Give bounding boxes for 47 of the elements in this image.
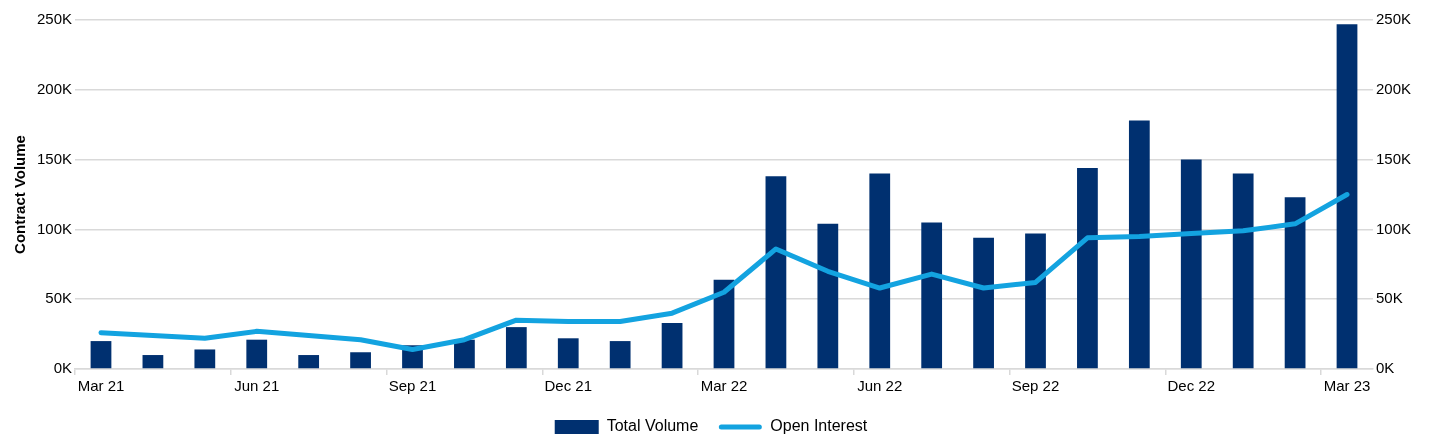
y2-tick-label: 50K bbox=[1375, 289, 1403, 307]
y-tick-label: 0K bbox=[53, 359, 73, 377]
y2-tick-label: 0K bbox=[1375, 359, 1395, 377]
y-axis-title: Contract Volume bbox=[11, 135, 29, 254]
bar bbox=[1232, 173, 1254, 369]
bar bbox=[246, 339, 268, 369]
y-tick-label: 100K bbox=[36, 219, 73, 237]
y2-tick-label: 100K bbox=[1375, 219, 1412, 237]
bar bbox=[1336, 24, 1358, 369]
bar bbox=[973, 237, 994, 369]
bar bbox=[1180, 159, 1202, 369]
bar bbox=[609, 341, 631, 369]
bar bbox=[765, 176, 787, 369]
y-tick-label: 250K bbox=[36, 10, 73, 28]
bar bbox=[142, 355, 164, 369]
y2-tick-label: 150K bbox=[1375, 149, 1412, 167]
bar bbox=[298, 355, 320, 369]
x-tick-label: Mar 22 bbox=[700, 377, 748, 395]
y2-tick-label: 250K bbox=[1375, 10, 1412, 28]
bar bbox=[90, 341, 112, 369]
x-tick-label: Dec 22 bbox=[1167, 377, 1216, 395]
bar bbox=[921, 222, 943, 369]
y-tick-label: 200K bbox=[36, 79, 73, 97]
x-tick-label: Jun 22 bbox=[857, 377, 903, 395]
bar bbox=[817, 223, 839, 369]
x-tick-label: Mar 21 bbox=[77, 377, 125, 395]
bar bbox=[869, 173, 891, 369]
y-tick-label: 150K bbox=[36, 149, 73, 167]
y-tick-label: 50K bbox=[45, 289, 73, 307]
legend-label: Open Interest bbox=[770, 417, 868, 435]
x-tick-label: Mar 23 bbox=[1323, 377, 1371, 395]
legend-label: Total Volume bbox=[606, 417, 699, 435]
bar bbox=[1025, 233, 1046, 369]
x-tick-label: Sep 21 bbox=[388, 377, 437, 395]
bar bbox=[350, 352, 371, 369]
y2-tick-label: 200K bbox=[1375, 79, 1412, 97]
x-tick-label: Jun 21 bbox=[234, 377, 280, 395]
bar bbox=[505, 327, 527, 369]
bar bbox=[557, 338, 579, 369]
x-tick-label: Sep 22 bbox=[1011, 377, 1060, 395]
bar bbox=[454, 339, 475, 369]
x-tick-label: Dec 21 bbox=[544, 377, 593, 395]
bar bbox=[1077, 167, 1098, 369]
bar bbox=[661, 322, 683, 369]
bar bbox=[1128, 120, 1150, 369]
bar bbox=[1284, 197, 1306, 369]
bar bbox=[194, 349, 216, 369]
